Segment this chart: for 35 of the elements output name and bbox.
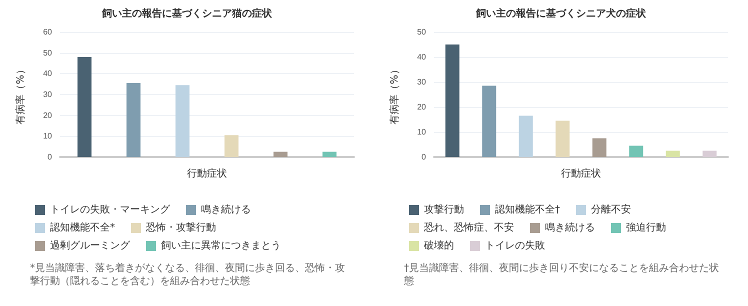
y-tick-label: 40 xyxy=(43,69,53,78)
y-axis-title: 有病率（%） xyxy=(388,64,400,124)
legend-label: 攻撃行動 xyxy=(424,204,464,216)
text: †見当識障害、徘徊、夜間に歩き回り不安になることを組み合わせた状態 xyxy=(403,262,720,288)
y-axis-title: 有病率（%） xyxy=(14,64,26,124)
legend-label: 認知機能不全† xyxy=(495,204,560,216)
x-axis-title: 行動症状 xyxy=(187,168,227,180)
legend-label: 恐れ、恐怖症、不安 xyxy=(423,222,514,234)
legend-label: 強迫行動 xyxy=(626,222,666,234)
chart-title: 飼い主の報告に基づくシニア猫の症状 xyxy=(101,8,273,20)
legend-label: トイレの失敗・マーキング xyxy=(50,204,171,216)
legend-label: 過剰グルーミング xyxy=(50,240,131,252)
y-tick-label: 10 xyxy=(417,128,427,136)
text: *見当識障害、落ち着きがなくなる、徘徊、夜間に歩き回る、恐怖・攻撃行動（隠れることを含む）を組み合わせた状態 xyxy=(29,262,346,288)
y-tick-label: 10 xyxy=(43,132,53,141)
legend-label: 認知機能不全* xyxy=(50,222,115,234)
y-tick-label: 30 xyxy=(43,90,53,99)
y-tick-label: 0 xyxy=(422,152,427,162)
y-tick-label: 40 xyxy=(417,52,427,62)
y-tick-label: 20 xyxy=(417,102,427,112)
legend-label: 破壊的 xyxy=(423,240,454,252)
y-tick-label: 0 xyxy=(48,152,53,162)
chart-title: 飼い主の報告に基づくシニア犬の症状 xyxy=(475,8,647,20)
legend-label: 鳴き続ける xyxy=(201,204,251,216)
y-tick-label: 50 xyxy=(417,28,427,36)
y-tick-label: 50 xyxy=(43,48,53,58)
legend-label: 飼い主に異常につきまとう xyxy=(161,240,281,252)
legend-label: トイレの失敗 xyxy=(485,240,545,252)
y-tick-label: 60 xyxy=(43,28,53,36)
y-tick-label: 20 xyxy=(43,110,53,120)
legend-label: 恐怖・攻撃行動 xyxy=(145,222,216,234)
y-tick-label: 30 xyxy=(417,78,427,86)
x-axis-title: 行動症状 xyxy=(561,168,601,180)
legend-label: 分離不安 xyxy=(591,204,631,216)
legend-label: 鳴き続ける xyxy=(545,222,595,234)
